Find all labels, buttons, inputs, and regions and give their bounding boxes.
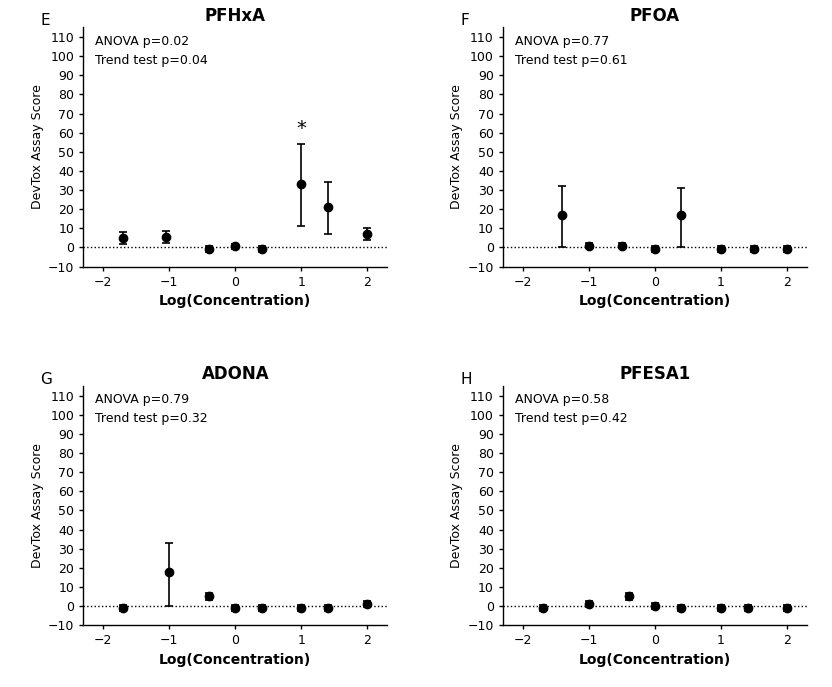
Y-axis label: DevTox Assay Score: DevTox Assay Score: [450, 443, 463, 568]
Text: ANOVA p=0.02
Trend test p=0.04: ANOVA p=0.02 Trend test p=0.04: [96, 34, 208, 67]
X-axis label: Log(Concentration): Log(Concentration): [159, 653, 311, 667]
Title: ADONA: ADONA: [201, 365, 269, 383]
Text: H: H: [460, 372, 472, 387]
Text: ANOVA p=0.79
Trend test p=0.32: ANOVA p=0.79 Trend test p=0.32: [96, 393, 208, 425]
Text: ANOVA p=0.77
Trend test p=0.61: ANOVA p=0.77 Trend test p=0.61: [515, 34, 627, 67]
Text: *: *: [296, 120, 306, 138]
Title: PFHxA: PFHxA: [205, 7, 265, 25]
Text: E: E: [41, 13, 50, 28]
Text: ANOVA p=0.58
Trend test p=0.42: ANOVA p=0.58 Trend test p=0.42: [515, 393, 627, 425]
Title: PFOA: PFOA: [630, 7, 680, 25]
Text: G: G: [41, 372, 52, 387]
Y-axis label: DevTox Assay Score: DevTox Assay Score: [31, 443, 43, 568]
Title: PFESA1: PFESA1: [619, 365, 691, 383]
Y-axis label: DevTox Assay Score: DevTox Assay Score: [31, 85, 43, 210]
Text: F: F: [460, 13, 469, 28]
X-axis label: Log(Concentration): Log(Concentration): [159, 294, 311, 308]
X-axis label: Log(Concentration): Log(Concentration): [579, 294, 731, 308]
Y-axis label: DevTox Assay Score: DevTox Assay Score: [450, 85, 463, 210]
X-axis label: Log(Concentration): Log(Concentration): [579, 653, 731, 667]
